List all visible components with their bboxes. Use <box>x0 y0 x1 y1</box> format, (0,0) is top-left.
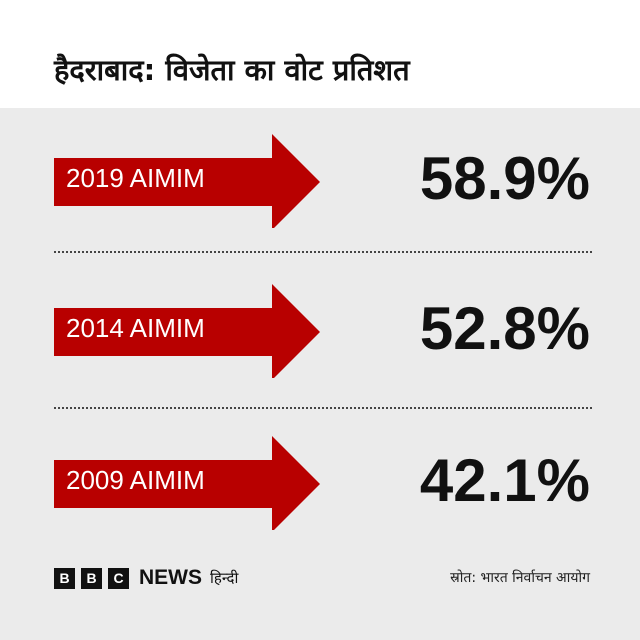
logo-hindi: हिन्दी <box>210 569 239 587</box>
page-title: हैदराबाद: विजेता का वोट प्रतिशत <box>54 53 410 87</box>
row-label: 2014 AIMIM <box>66 313 205 343</box>
row-value: 52.8% <box>419 295 590 362</box>
divider <box>54 407 592 409</box>
result-row: 2019 AIMIM 58.9% <box>0 130 640 230</box>
row-value: 58.9% <box>419 145 590 212</box>
row-label: 2009 AIMIM <box>66 465 205 495</box>
arrow-icon <box>54 436 320 530</box>
header: हैदराबाद: विजेता का वोट प्रतिशत <box>0 0 640 108</box>
arrow-icon <box>54 284 320 378</box>
arrow-icon <box>54 134 320 228</box>
result-row: 2009 AIMIM 42.1% <box>0 432 640 532</box>
row-value: 42.1% <box>419 447 590 514</box>
result-row: 2014 AIMIM 52.8% <box>0 280 640 380</box>
logo-news: NEWS <box>139 566 202 589</box>
source-credit: स्रोत: भारत निर्वाचन आयोग <box>450 570 590 586</box>
divider <box>54 251 592 253</box>
logo-box: C <box>108 567 129 589</box>
row-label: 2019 AIMIM <box>66 163 205 193</box>
logo-box: B <box>54 567 75 589</box>
bbc-news-hindi-logo: B B C NEWS हिन्दी <box>54 566 238 590</box>
logo-box: B <box>81 567 102 589</box>
